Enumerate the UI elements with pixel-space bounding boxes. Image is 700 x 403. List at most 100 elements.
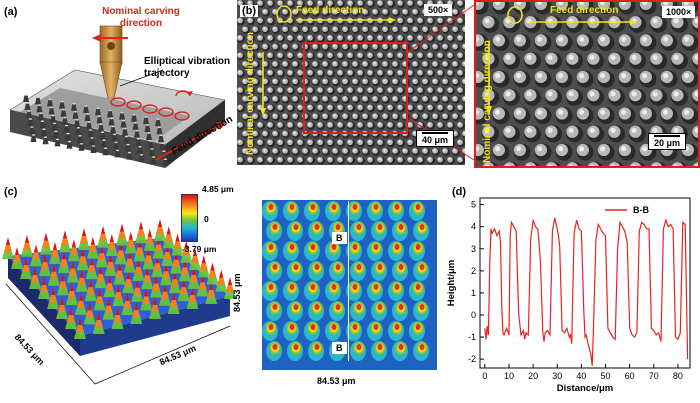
map-cell-peak [293, 344, 299, 350]
peak-tip [128, 231, 133, 240]
peak-tip [120, 223, 124, 232]
cone-top [28, 118, 33, 120]
map-cell-peak [398, 304, 404, 310]
cone-top [54, 130, 58, 133]
cone [111, 134, 118, 142]
cone [125, 144, 131, 152]
cone [78, 143, 85, 151]
cone [27, 119, 34, 126]
peak-tip [135, 279, 140, 288]
map-cell-peak [356, 344, 362, 350]
cone-top [124, 135, 129, 138]
cone-top [114, 141, 118, 144]
peak-tip [118, 242, 123, 251]
map-cell-peak [293, 304, 299, 310]
cone-top [30, 126, 34, 128]
peak-tip [153, 297, 157, 305]
y-tick-label: -1 [468, 332, 476, 342]
scale-bar-40: 40 μm [416, 130, 455, 147]
cone-top [162, 150, 166, 152]
elliptical-leader [119, 69, 164, 87]
cone-top [109, 117, 114, 120]
cone-top [49, 106, 54, 109]
cone [131, 114, 137, 122]
peak-tip [184, 240, 189, 249]
cone [84, 114, 91, 121]
cone [155, 119, 161, 127]
cone-top [120, 111, 124, 114]
cone [48, 107, 55, 115]
cone [102, 148, 109, 156]
cone [143, 117, 149, 124]
map-cell-peak [268, 204, 274, 210]
map-y-label: 84.53 μm [232, 273, 242, 312]
cone [87, 130, 94, 137]
cone [35, 97, 41, 105]
peak-tip [42, 254, 47, 263]
map-cell-peak [289, 324, 295, 330]
peak-tip [116, 284, 121, 293]
colorbar [181, 194, 198, 242]
cone [90, 146, 97, 153]
map-cell-peak [356, 224, 362, 230]
cone [72, 111, 79, 119]
peak-tip [201, 255, 206, 264]
cone-top [43, 136, 48, 138]
map-cell-peak [377, 224, 383, 230]
peak-tip [109, 234, 114, 243]
cone [51, 123, 58, 131]
peak-tip [172, 271, 177, 280]
map-cell-peak [268, 284, 274, 290]
cone-top [91, 145, 96, 147]
cone-top [160, 142, 165, 144]
feed-arrow [154, 124, 221, 161]
x-tick-label: 80 [673, 371, 683, 381]
peak-tip [174, 251, 179, 260]
x-tick-label: 30 [552, 371, 562, 381]
peak-tip [115, 307, 120, 315]
cone [138, 154, 145, 162]
cone-top [61, 108, 66, 111]
cone-top [157, 126, 162, 128]
map-cell-peak [373, 324, 379, 330]
scale-20-text: 20 μm [654, 138, 681, 148]
cone-top [163, 158, 168, 160]
peak-tip [193, 248, 197, 256]
map-cell-peak [419, 304, 425, 310]
peak-tip [171, 292, 176, 300]
map-cell-peak [272, 264, 278, 270]
cone [122, 128, 128, 136]
map-cell-peak [394, 244, 400, 250]
y-axis-label: Height/μm [446, 260, 457, 306]
map-cell-peak [352, 244, 358, 250]
peak-tip [144, 288, 149, 297]
cone [132, 122, 139, 130]
cone-top [24, 94, 28, 96]
map-cell-peak [331, 284, 337, 290]
peak-tip [146, 247, 151, 256]
map-cell-peak [314, 344, 320, 350]
cone-top [147, 132, 151, 134]
peak-tip [42, 277, 46, 285]
cone-top [148, 140, 153, 142]
cone [23, 95, 29, 102]
tool-hole [107, 42, 115, 50]
cone-top [138, 146, 142, 148]
cone-top [36, 96, 40, 98]
cone-top [84, 105, 88, 107]
cone-top [79, 143, 84, 145]
cone-top [133, 122, 138, 124]
cone [50, 115, 56, 123]
cone [96, 116, 103, 124]
map-cell-peak [377, 304, 383, 310]
cone [135, 138, 142, 146]
cone-top [100, 131, 105, 133]
cone-top [60, 100, 64, 103]
peak-tip [137, 239, 142, 248]
feed-arrow-b [276, 5, 396, 23]
x-tick-label: 70 [649, 371, 659, 381]
panel-a-label: (a) [4, 6, 18, 18]
cone [150, 157, 157, 164]
workpiece-front [10, 110, 165, 168]
cone-top [135, 130, 139, 132]
